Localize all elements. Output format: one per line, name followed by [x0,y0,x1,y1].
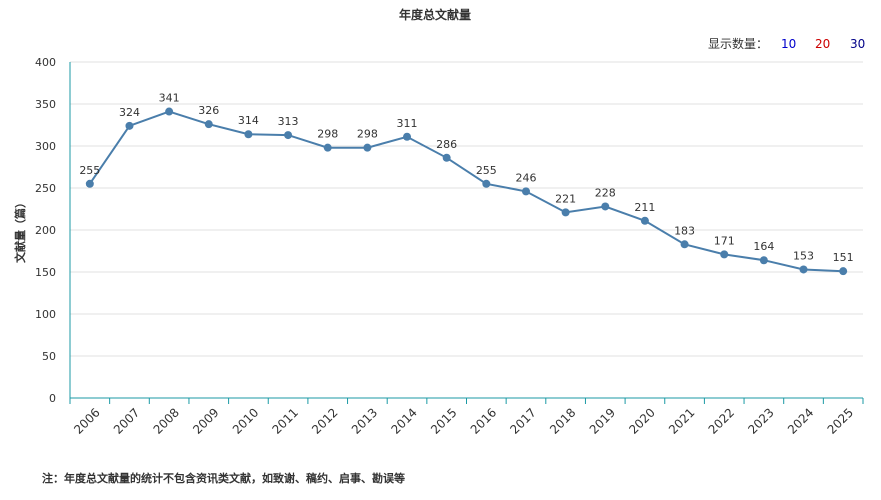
data-point[interactable] [204,120,213,129]
x-tick-label: 2012 [309,405,340,436]
x-tick-label: 2020 [626,405,657,436]
axes [69,62,864,404]
data-point[interactable] [640,216,649,225]
x-tick-label: 2023 [745,405,776,436]
display-count-label: 显示数量： [708,36,768,51]
data-point[interactable] [720,250,729,259]
display-count-option-10[interactable]: 10 [781,37,796,51]
data-label: 311 [397,117,418,130]
x-tick-labels: 2006 2007 2008 2009 2010 2011 2012 2013 2014 2015… [71,405,856,436]
x-tick-label: 2022 [706,405,737,436]
y-tick-label: 350 [35,98,56,111]
display-count-option-20[interactable]: 20 [815,37,830,51]
data-point[interactable] [601,202,610,211]
data-label: 255 [476,164,497,177]
series-line-path [88,110,844,273]
x-tick-label: 2024 [785,405,816,436]
data-label: 286 [436,138,457,151]
y-tick-label: 100 [35,308,56,321]
y-tick-label: 150 [35,266,56,279]
series-points [85,107,848,276]
x-tick-label: 2009 [190,405,221,436]
display-count-control: 显示数量： 10 20 30 [708,36,865,51]
data-label: 164 [753,240,774,253]
x-tick-label: 2018 [547,405,578,436]
data-point[interactable] [323,143,332,152]
data-point[interactable] [839,267,848,276]
data-point[interactable] [165,107,174,116]
y-tick-label: 250 [35,182,56,195]
x-tick-label: 2010 [230,405,261,436]
data-label: 255 [79,164,100,177]
data-label: 221 [555,192,576,205]
data-label: 153 [793,249,814,262]
data-point[interactable] [482,179,491,188]
data-point[interactable] [85,179,94,188]
x-tick-label: 2008 [151,405,182,436]
data-point[interactable] [521,187,530,196]
data-label: 151 [833,251,854,264]
data-label: 246 [515,171,536,184]
y-tick-labels: 0 50 100 150 200 250 300 350 400 [35,56,56,405]
y-tick-label: 300 [35,140,56,153]
x-tick-label: 2014 [388,405,419,436]
data-label: 211 [634,201,655,214]
x-tick-label: 2013 [349,405,380,436]
x-tick-label: 2006 [71,405,102,436]
data-point[interactable] [125,121,134,130]
y-tick-label: 200 [35,224,56,237]
x-tick-label: 2015 [428,405,459,436]
data-label: 314 [238,114,259,127]
x-tick-label: 2019 [587,405,618,436]
y-tick-label: 0 [49,392,56,405]
data-labels: 255 324 341 326 314 313 298 298 311 286 255 246 221 2… [79,92,853,265]
y-tick-label: 50 [42,350,56,363]
data-label: 228 [595,186,616,199]
data-point[interactable] [442,153,451,162]
data-point[interactable] [759,256,768,265]
data-label: 324 [119,106,140,119]
x-tick-label: 2021 [666,405,697,436]
data-label: 183 [674,224,695,237]
y-axis-label: 文献量（篇） [13,197,27,263]
data-point[interactable] [561,208,570,217]
series-line [88,110,844,273]
data-point[interactable] [799,265,808,274]
display-count-option-30[interactable]: 30 [850,37,865,51]
data-label: 326 [198,104,219,117]
x-tick-label: 2025 [825,405,856,436]
y-tick-label: 400 [35,56,56,69]
data-label: 341 [159,92,180,105]
data-point[interactable] [363,143,372,152]
data-label: 313 [278,115,299,128]
x-tick-label: 2011 [269,405,300,436]
x-tick-label: 2017 [507,405,538,436]
data-point[interactable] [403,132,412,141]
data-point[interactable] [284,131,293,140]
footnote: 注：年度总文献量的统计不包含资讯类文献，如致谢、稿约、启事、勘误等 [42,471,405,485]
grid-lines [70,61,863,357]
data-label: 171 [714,234,735,247]
x-tick-label: 2007 [111,405,142,436]
data-point[interactable] [680,240,689,249]
x-tick-label: 2016 [468,405,499,436]
chart-title: 年度总文献量 [399,7,471,22]
data-label: 298 [357,128,378,141]
data-point[interactable] [244,130,253,139]
data-label: 298 [317,128,338,141]
